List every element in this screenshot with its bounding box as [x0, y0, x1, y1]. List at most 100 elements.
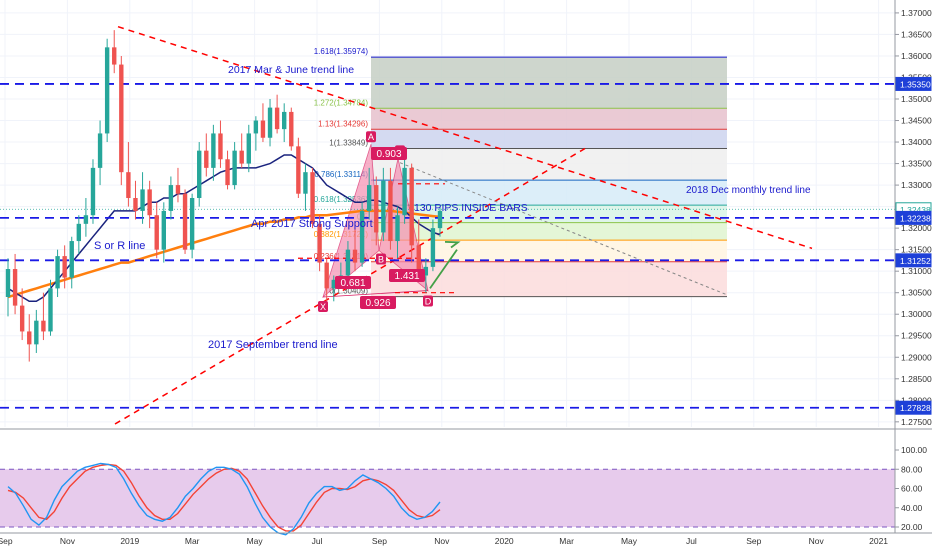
candle-body: [218, 133, 223, 160]
harmonic-point-label: D: [425, 297, 432, 307]
candle-body: [12, 269, 18, 306]
stoch-tick-label: 60.00: [901, 484, 923, 494]
harmonic-point-marker: [318, 301, 328, 313]
candle-body: [90, 167, 96, 216]
candle-body: [182, 193, 188, 250]
fib-band: [371, 57, 727, 109]
candle-body: [437, 210, 443, 229]
harmonic-ratio-label: 0.926: [365, 298, 390, 309]
candle-body: [197, 150, 202, 199]
candle-body: [409, 167, 414, 246]
candle-body: [317, 223, 322, 263]
fib-level-label: 1(1.33849): [329, 139, 368, 148]
candle-body: [225, 159, 230, 186]
x-tick-label: Mar: [185, 536, 200, 546]
candle-body: [112, 47, 117, 65]
candle-body: [104, 47, 110, 134]
candle-body: [48, 288, 53, 332]
stoch-k-line: [7, 462, 441, 536]
candle-body: [381, 180, 386, 233]
y-tick-label: 1.34500: [901, 116, 932, 126]
y-tick-label: 1.36500: [901, 29, 932, 39]
fib-band: [371, 180, 727, 206]
y-tick-label: 1.37000: [901, 8, 932, 18]
harmonic-point-label: A: [368, 132, 374, 142]
harmonic-point-marker: [376, 253, 386, 265]
price-label-text: 1.32438: [900, 205, 931, 215]
price-label-text: 1.35350: [900, 79, 931, 89]
y-tick-label: 1.28000: [901, 395, 932, 405]
x-tick-label: May: [621, 536, 638, 546]
candle-body: [296, 146, 301, 194]
annotation-dec-trend: 2018 Dec monthly trend line: [686, 185, 811, 196]
harmonic-ratio-label: 1.431: [394, 271, 419, 282]
candle-body: [359, 210, 365, 263]
candle-body: [211, 133, 216, 168]
fib-band: [371, 222, 727, 241]
x-tick-label: 2021: [869, 536, 888, 546]
y-tick-label: 1.33500: [901, 159, 932, 169]
y-tick-label: 1.33000: [901, 180, 932, 190]
candle-body: [374, 185, 379, 233]
x-tick-label: Sep: [0, 536, 13, 546]
harmonic-point-marker: [423, 295, 433, 307]
ratio-box-bd: [389, 269, 425, 282]
x-tick-label: Mar: [559, 536, 574, 546]
projection-arrow: [429, 249, 458, 289]
ratio-box-xb: [335, 276, 371, 289]
harmonic-point-label: X: [320, 302, 326, 312]
stoch-tick-label: 100.00: [901, 445, 927, 455]
harmonic-point-label: B: [378, 255, 384, 265]
y-tick-label: 1.30500: [901, 288, 932, 298]
trend-line-dec: [117, 25, 813, 250]
price-label-box: [895, 76, 932, 91]
candle-body: [126, 172, 131, 199]
fib-level-label: 1.618(1.35974): [314, 47, 369, 56]
x-tick-label: Sep: [372, 536, 387, 546]
annotation-mar-june: 2017 Mar & June trend line: [228, 64, 354, 76]
y-tick-label: 1.27500: [901, 417, 932, 427]
candle-body: [34, 320, 39, 345]
fib-level-label: 0.786(1.33114): [314, 170, 368, 179]
fib-level-label: 0(1.30409): [329, 287, 368, 296]
annotation-apr-support: Apr 2017 Strong Support: [251, 218, 373, 230]
candle-body: [331, 279, 336, 289]
stoch-tick-label: 80.00: [901, 464, 923, 474]
candle-body: [395, 215, 400, 242]
candle-body: [168, 185, 174, 211]
candle-body: [119, 64, 124, 173]
fib-band: [371, 240, 727, 262]
candle-body: [147, 189, 152, 216]
candle-body: [204, 150, 209, 168]
fib-level-label: 0.382(1.31721): [314, 230, 369, 239]
x-tick-label: Jul: [312, 536, 323, 546]
ratio-box-xd: [360, 296, 396, 309]
y-tick-label: 1.32000: [901, 223, 932, 233]
candle-body: [239, 150, 244, 164]
price-label-box: [895, 253, 932, 268]
candle-body: [267, 107, 273, 138]
candle-body: [19, 305, 25, 332]
y-tick-label: 1.28500: [901, 374, 932, 384]
candle-body: [161, 210, 166, 250]
candle-body: [430, 228, 436, 267]
candle-body: [27, 331, 32, 345]
fib-band: [371, 108, 727, 130]
projection-line: [399, 162, 728, 296]
price-pane: 1.618(1.35974) 1.272(1.34784) 1.13(1.34296…: [0, 0, 895, 427]
candle-body: [253, 120, 259, 134]
candle-body: [303, 172, 308, 194]
candle-body: [246, 133, 251, 164]
candle-body: [366, 185, 372, 211]
candle-body: [289, 111, 294, 147]
price-label-text: 1.31252: [900, 256, 931, 266]
y-tick-label: 1.31000: [901, 266, 932, 276]
stoch-d-line: [7, 463, 441, 532]
candle-body: [133, 198, 138, 211]
x-tick-label: 2020: [495, 536, 514, 546]
candle-body: [352, 249, 358, 263]
candle-body: [324, 262, 329, 289]
candle-body: [83, 215, 89, 224]
annotation-s-or-r: S or R line: [94, 240, 145, 252]
